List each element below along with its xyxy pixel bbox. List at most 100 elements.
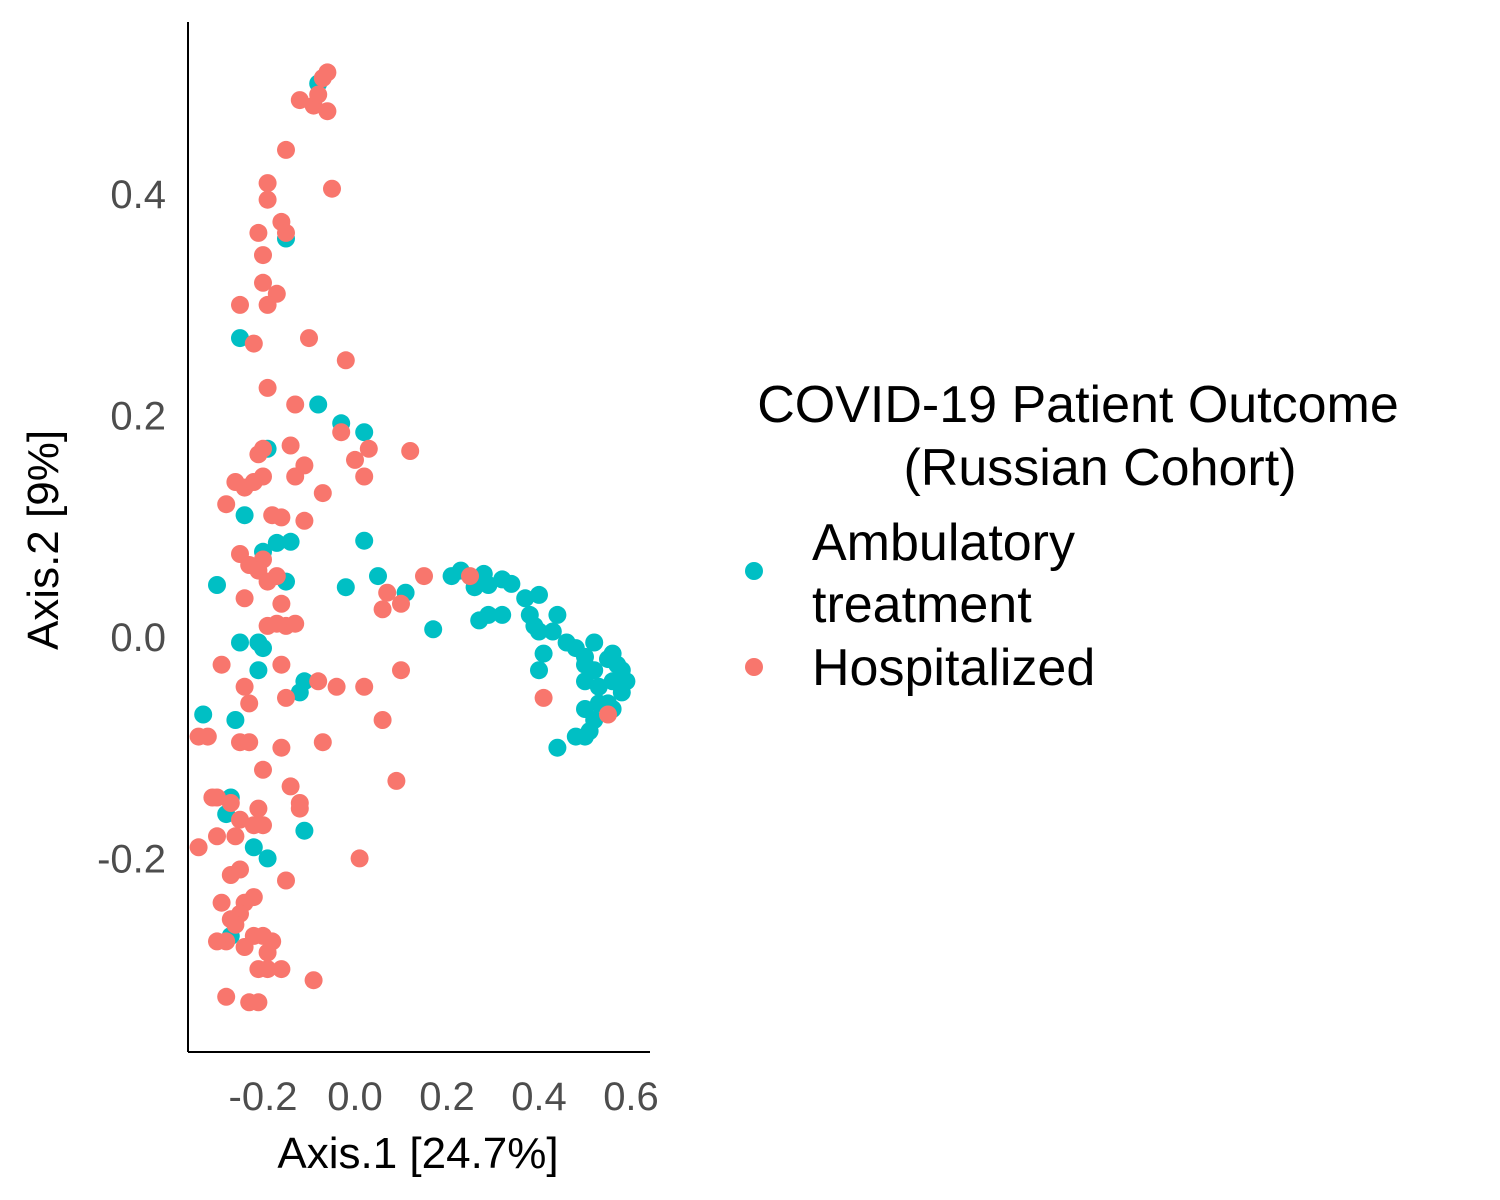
point-ambulatory — [548, 738, 567, 757]
point-hospitalized — [249, 799, 268, 818]
point-hospitalized — [235, 589, 254, 608]
y-axis-title: Axis.2 [9%] — [19, 430, 68, 650]
point-ambulatory — [424, 620, 443, 639]
point-hospitalized — [217, 495, 236, 514]
point-hospitalized — [332, 423, 351, 442]
x-tick-label: 0.2 — [419, 1075, 475, 1119]
point-ambulatory — [355, 531, 374, 550]
point-ambulatory — [336, 578, 355, 597]
point-hospitalized — [318, 102, 337, 121]
point-hospitalized — [387, 771, 406, 790]
legend: COVID-19 Patient Outcome (Russian Cohort… — [745, 376, 1399, 697]
point-hospitalized — [254, 760, 272, 779]
point-hospitalized — [272, 594, 291, 613]
point-ambulatory — [290, 683, 309, 702]
point-ambulatory — [493, 605, 512, 624]
point-hospitalized — [258, 572, 277, 591]
point-ambulatory — [534, 644, 553, 663]
point-hospitalized — [212, 893, 231, 912]
point-hospitalized — [373, 711, 392, 729]
point-hospitalized — [346, 450, 364, 469]
point-hospitalized — [235, 677, 254, 696]
y-tick-label: 0.0 — [110, 616, 166, 660]
legend-key-ambulatory — [745, 562, 763, 580]
point-hospitalized — [208, 827, 226, 846]
point-ambulatory — [479, 576, 498, 594]
point-hospitalized — [350, 849, 369, 868]
point-hospitalized — [221, 794, 240, 812]
point-hospitalized — [281, 436, 300, 455]
legend-key-hospitalized — [745, 658, 763, 676]
point-hospitalized — [599, 705, 617, 724]
y-tick-labels: -0.2 0.0 0.2 0.4 — [97, 173, 166, 881]
point-hospitalized — [277, 223, 295, 242]
point-hospitalized — [258, 190, 277, 209]
x-tick-label: 0.4 — [511, 1075, 567, 1119]
point-hospitalized — [258, 174, 277, 193]
point-ambulatory — [479, 605, 498, 624]
point-hospitalized — [401, 442, 420, 460]
point-hospitalized — [359, 439, 378, 458]
point-hospitalized — [240, 694, 259, 713]
point-ambulatory — [235, 506, 254, 525]
legend-label-ambulatory-line-1: Ambulatory — [812, 514, 1075, 572]
point-hospitalized — [244, 334, 263, 353]
point-hospitalized — [313, 484, 332, 503]
point-hospitalized — [249, 993, 268, 1012]
point-hospitalized — [534, 688, 553, 707]
point-hospitalized — [313, 733, 332, 752]
point-hospitalized — [290, 799, 309, 818]
point-hospitalized — [272, 738, 291, 757]
point-ambulatory — [309, 395, 328, 414]
point-hospitalized — [226, 827, 245, 846]
x-tick-labels: -0.2 0.0 0.2 0.4 0.6 — [229, 1075, 659, 1119]
point-hospitalized — [304, 971, 323, 990]
point-ambulatory — [231, 329, 249, 348]
point-ambulatory — [530, 585, 548, 604]
point-hospitalized — [461, 567, 479, 586]
point-ambulatory — [585, 633, 604, 652]
point-hospitalized — [249, 223, 268, 242]
point-hospitalized — [212, 655, 231, 674]
point-ambulatory — [516, 589, 535, 608]
point-hospitalized — [231, 810, 249, 829]
point-hospitalized — [355, 677, 374, 696]
point-hospitalized — [249, 445, 268, 464]
x-tick-label: 0.0 — [327, 1075, 383, 1119]
point-ambulatory — [258, 849, 277, 868]
point-ambulatory — [208, 576, 226, 594]
point-hospitalized — [254, 816, 272, 835]
point-ambulatory — [281, 532, 300, 551]
x-tick-label: -0.2 — [229, 1075, 298, 1119]
point-ambulatory — [548, 605, 567, 624]
point-hospitalized — [300, 329, 318, 348]
point-hospitalized — [258, 378, 277, 397]
point-hospitalized — [277, 688, 295, 707]
point-hospitalized — [254, 246, 272, 265]
point-hospitalized — [258, 943, 277, 962]
legend-title-line-2: (Russian Cohort) — [903, 439, 1296, 497]
point-hospitalized — [226, 915, 245, 934]
point-hospitalized — [272, 508, 291, 527]
point-hospitalized — [189, 838, 208, 857]
legend-title-line-1: COVID-19 Patient Outcome — [757, 376, 1399, 434]
point-hospitalized — [231, 860, 249, 879]
point-hospitalized — [286, 467, 305, 486]
point-hospitalized — [392, 594, 410, 613]
point-hospitalized — [313, 69, 332, 87]
point-ambulatory — [267, 533, 286, 552]
point-ambulatory — [530, 622, 548, 641]
point-ambulatory — [295, 821, 314, 840]
point-hospitalized — [309, 85, 328, 104]
point-ambulatory — [566, 727, 585, 746]
point-hospitalized — [277, 140, 295, 159]
point-ambulatory — [589, 677, 608, 696]
point-hospitalized — [309, 672, 328, 691]
point-ambulatory — [226, 711, 245, 729]
point-hospitalized — [254, 273, 272, 292]
point-hospitalized — [327, 677, 346, 696]
point-ambulatory — [249, 661, 268, 680]
point-hospitalized — [240, 733, 259, 752]
point-hospitalized — [355, 467, 374, 486]
